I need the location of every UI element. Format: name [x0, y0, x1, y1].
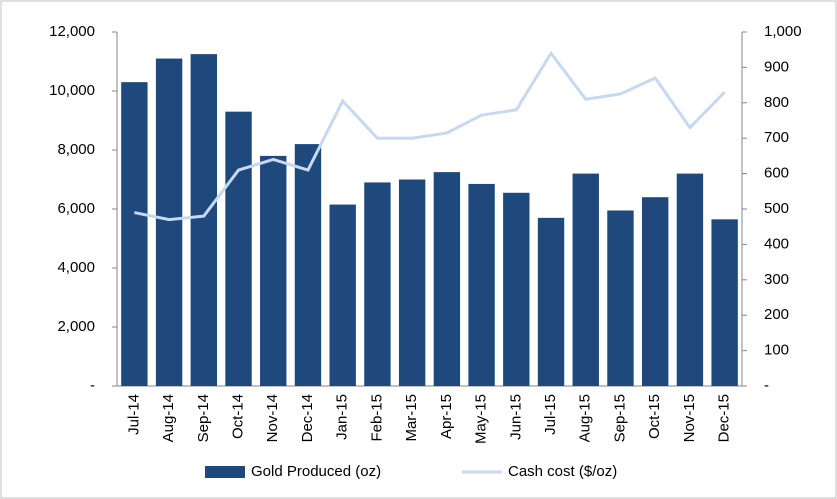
bar	[190, 54, 217, 386]
bar	[155, 58, 183, 387]
bar	[676, 173, 704, 386]
x-tick-label: Feb-15	[368, 394, 385, 442]
y2-tick-label: 1,000	[764, 23, 802, 40]
x-tick-label: Jul-14	[125, 394, 142, 435]
x-tick-label: Oct-14	[229, 394, 246, 439]
y2-tick-label: 100	[764, 342, 789, 359]
bar	[121, 82, 148, 387]
x-tick-label: Apr-15	[438, 394, 455, 439]
x-tick-label: Jul-15	[542, 394, 559, 435]
line	[134, 50, 726, 222]
y2-tick-label: 700	[764, 129, 789, 146]
y2-tick-label: 800	[764, 94, 789, 111]
bar	[537, 217, 565, 386]
y2-tick-label: 300	[764, 271, 789, 288]
y2-tick-label: -	[764, 377, 769, 394]
bar	[260, 155, 287, 386]
bar	[711, 219, 738, 386]
bar	[468, 183, 495, 386]
y2-tick-label: 600	[764, 165, 789, 182]
bar	[642, 197, 669, 386]
bar	[329, 204, 356, 386]
bar	[225, 111, 252, 387]
x-tick-label: Aug-15	[577, 394, 594, 442]
legend-swatch	[205, 466, 245, 478]
x-tick-label: Dec-15	[716, 394, 733, 442]
legend-label: Cash cost ($/oz)	[508, 463, 617, 480]
bar	[607, 210, 634, 386]
bar	[364, 182, 391, 386]
y2-tick-label: 500	[764, 200, 789, 217]
x-tick-label: Dec-14	[299, 394, 316, 442]
y-tick-label: 10,000	[49, 82, 95, 99]
y-tick-label: -	[90, 377, 95, 394]
y-tick-label: 4,000	[57, 259, 95, 276]
x-tick-label: Sep-14	[195, 394, 212, 442]
y-tick-label: 12,000	[49, 23, 95, 40]
bar	[433, 172, 461, 386]
y-tick-label: 2,000	[57, 318, 95, 335]
y2-tick-label: 200	[764, 306, 789, 323]
x-tick-label: May-15	[473, 394, 490, 444]
x-tick-label: Sep-15	[611, 394, 628, 442]
x-tick-label: Jun-15	[507, 394, 524, 440]
y-tick-label: 8,000	[57, 141, 95, 158]
y2-tick-label: 400	[764, 235, 789, 252]
bar	[294, 144, 322, 386]
x-tick-label: Nov-14	[264, 394, 281, 442]
x-tick-label: Oct-15	[646, 394, 663, 439]
x-tick-label: Jan-15	[334, 394, 351, 440]
y2-tick-label: 900	[764, 58, 789, 75]
bar	[572, 173, 599, 386]
x-tick-label: Nov-15	[681, 394, 698, 442]
bar	[398, 179, 426, 386]
legend-label: Gold Produced (oz)	[251, 463, 381, 480]
bar	[503, 192, 530, 386]
x-tick-label: Mar-15	[403, 394, 420, 442]
y-tick-label: 6,000	[57, 200, 95, 217]
x-tick-label: Aug-14	[160, 394, 177, 442]
